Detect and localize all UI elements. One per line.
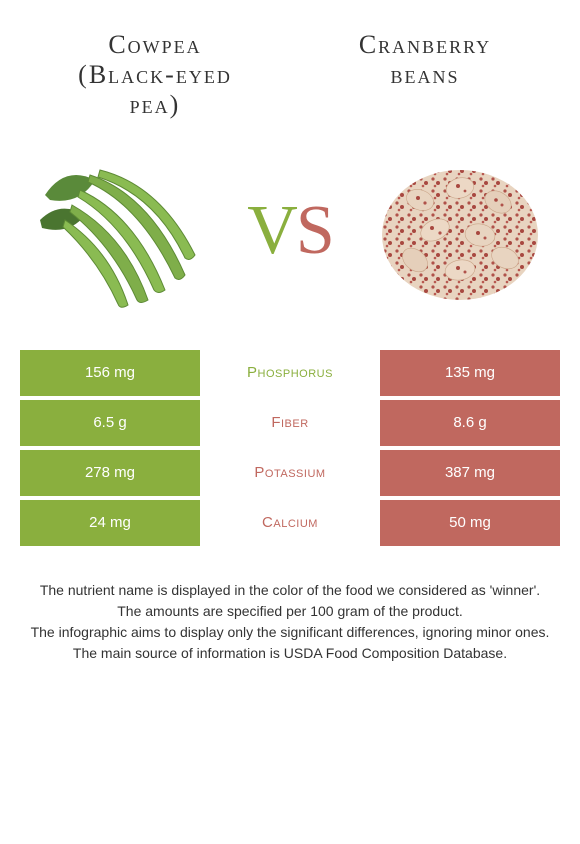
- cell-label: Phosphorus: [200, 350, 380, 396]
- cranberry-beans-image: [370, 140, 550, 320]
- title-right-line2: beans: [390, 60, 459, 89]
- cranberry-beans-icon: [370, 140, 550, 320]
- footer-line: The nutrient name is displayed in the co…: [25, 580, 555, 601]
- cowpea-image: [30, 140, 210, 320]
- comparison-table: 156 mg Phosphorus 135 mg 6.5 g Fiber 8.6…: [0, 350, 580, 546]
- images-row: VS: [0, 120, 580, 350]
- cowpea-icon: [30, 140, 210, 320]
- title-left-line1: Cowpea: [108, 30, 201, 59]
- cell-label: Fiber: [200, 400, 380, 446]
- vs-v: V: [247, 192, 296, 269]
- cell-right: 135 mg: [380, 350, 560, 396]
- footer-line: The main source of information is USDA F…: [25, 643, 555, 664]
- footer-notes: The nutrient name is displayed in the co…: [0, 550, 580, 664]
- table-row: 278 mg Potassium 387 mg: [20, 450, 560, 496]
- title-left: Cowpea (Black-eyed pea): [40, 30, 270, 120]
- title-left-line3: pea): [130, 90, 181, 119]
- header: Cowpea (Black-eyed pea) Cranberry beans: [0, 0, 580, 120]
- cell-right: 50 mg: [380, 500, 560, 546]
- footer-line: The infographic aims to display only the…: [25, 622, 555, 643]
- cell-left: 6.5 g: [20, 400, 200, 446]
- title-right: Cranberry beans: [310, 30, 540, 90]
- table-row: 156 mg Phosphorus 135 mg: [20, 350, 560, 396]
- cell-left: 278 mg: [20, 450, 200, 496]
- title-left-line2: (Black-eyed: [78, 60, 232, 89]
- cell-right: 8.6 g: [380, 400, 560, 446]
- footer-line: The amounts are specified per 100 gram o…: [25, 601, 555, 622]
- cell-right: 387 mg: [380, 450, 560, 496]
- cell-label: Calcium: [200, 500, 380, 546]
- cell-label: Potassium: [200, 450, 380, 496]
- table-row: 24 mg Calcium 50 mg: [20, 500, 560, 546]
- cell-left: 156 mg: [20, 350, 200, 396]
- title-right-line1: Cranberry: [359, 30, 491, 59]
- vs-label: VS: [247, 191, 333, 271]
- vs-s: S: [296, 192, 333, 269]
- table-row: 6.5 g Fiber 8.6 g: [20, 400, 560, 446]
- cell-left: 24 mg: [20, 500, 200, 546]
